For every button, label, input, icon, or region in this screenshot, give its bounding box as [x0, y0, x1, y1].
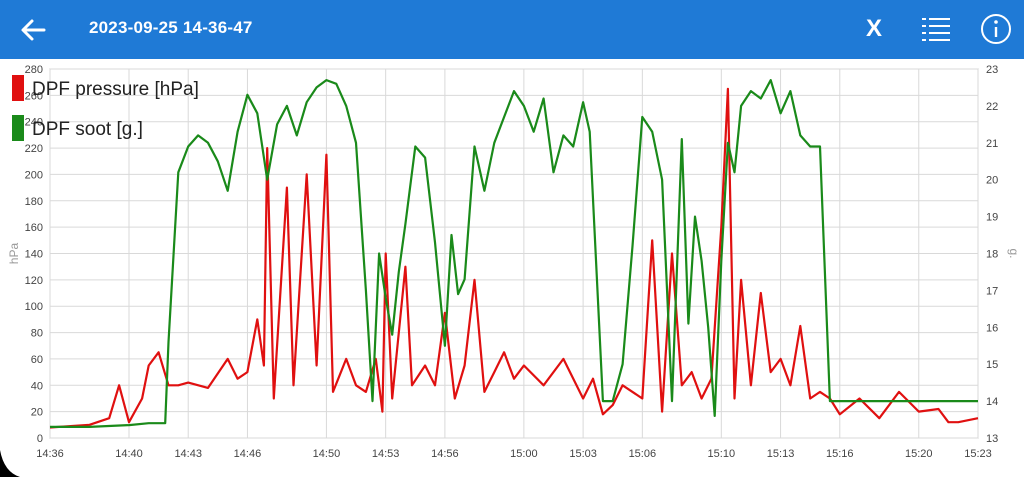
x-tick-label: 14:56 — [431, 448, 459, 460]
x-tick-label: 15:10 — [708, 448, 736, 460]
x-tick-label: 15:03 — [569, 448, 597, 460]
y-right-tick-label: 23 — [986, 64, 998, 76]
x-tick-label: 15:23 — [964, 448, 992, 460]
y-left-axis-label: hPa — [7, 243, 21, 265]
y-left-tick-label: 20 — [31, 407, 43, 419]
y-left-tick-label: 40 — [31, 380, 43, 392]
y-left-tick-label: 120 — [25, 275, 43, 287]
y-right-tick-label: 18 — [986, 249, 998, 261]
series-line-dpf-soot — [50, 79, 978, 428]
x-tick-label: 15:06 — [629, 448, 657, 460]
y-left-tick-label: 240 — [25, 117, 43, 129]
list-icon[interactable] — [920, 14, 952, 44]
y-left-tick-label: 160 — [25, 222, 43, 234]
x-tick-label: 14:53 — [372, 448, 400, 460]
arrow-left-icon[interactable] — [18, 15, 48, 45]
y-left-tick-label: 60 — [31, 354, 43, 366]
y-left-tick-label: 80 — [31, 328, 43, 340]
y-left-tick-label: 200 — [25, 169, 43, 181]
y-left-tick-label: 100 — [25, 301, 43, 313]
x-tick-label: 14:43 — [174, 448, 202, 460]
x-tick-label: 15:20 — [905, 448, 933, 460]
y-right-tick-label: 20 — [986, 175, 998, 187]
x-tick-label: 14:36 — [36, 448, 64, 460]
x-tick-label: 15:00 — [510, 448, 538, 460]
line-chart: 0 20 40 60 80 100 120 140 160 180 200 220 240 260 280 1… — [7, 64, 1021, 460]
y-right-tick-label: 19 — [986, 212, 998, 224]
y-right-tick-label: 15 — [986, 359, 998, 371]
app-bar: 2023-09-25 14-36-47 X — [0, 0, 1024, 59]
x-tick-label: 15:13 — [767, 448, 795, 460]
y-left-tick-label: 0 — [37, 433, 43, 445]
y-left-tick-label: 140 — [25, 249, 43, 261]
x-tick-label: 14:50 — [313, 448, 341, 460]
x-tick-label: 14:46 — [234, 448, 262, 460]
info-icon[interactable] — [980, 13, 1012, 45]
legend-label: DPF soot [g.] — [32, 119, 143, 140]
close-button[interactable]: X — [866, 15, 883, 42]
y-left-tick-label: 220 — [25, 143, 43, 155]
corner-decoration — [0, 450, 20, 477]
y-right-tick-label: 22 — [986, 101, 998, 113]
x-tick-label: 14:40 — [115, 448, 143, 460]
page-title: 2023-09-25 14-36-47 — [89, 18, 253, 37]
y-right-tick-label: 14 — [986, 396, 998, 408]
y-right-tick-label: 21 — [986, 138, 998, 150]
legend-swatch — [12, 75, 24, 101]
y-left-tick-label: 260 — [25, 90, 43, 102]
y-left-tick-label: 180 — [25, 196, 43, 208]
legend-label: DPF pressure [hPa] — [32, 79, 199, 100]
y-left-tick-label: 280 — [25, 64, 43, 76]
series-line-dpf-pressure — [49, 87, 979, 429]
y-right-tick-label: 13 — [986, 433, 998, 445]
legend-swatch — [12, 115, 24, 141]
y-right-tick-label: 16 — [986, 322, 998, 334]
x-tick-label: 15:16 — [826, 448, 854, 460]
y-right-tick-label: 17 — [986, 285, 998, 297]
y-right-axis-label: g. — [1007, 248, 1021, 258]
